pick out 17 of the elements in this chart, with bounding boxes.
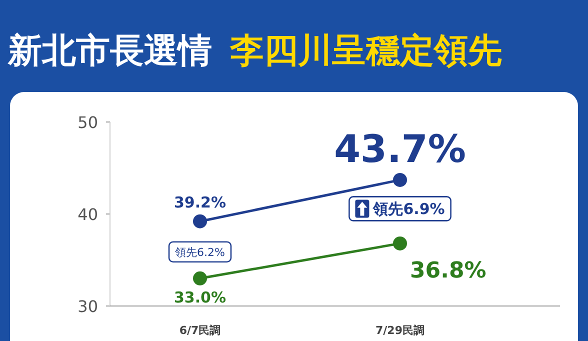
point: [393, 172, 407, 187]
x-tick-label: 6/7民調: [179, 324, 221, 337]
annotation: 領先6.9%: [372, 200, 445, 218]
annotation: 領先6.2%: [175, 246, 225, 259]
x-tick-label: 7/29民調: [376, 324, 424, 337]
y-tick-label: 30: [78, 297, 98, 316]
point: [393, 236, 407, 250]
data-label: 43.7%: [334, 126, 466, 171]
chart-title: 新北市長選情: [7, 31, 212, 71]
point: [193, 271, 207, 286]
data-label: 39.2%: [174, 193, 226, 212]
y-tick-label: 40: [78, 205, 98, 224]
data-label: 36.8%: [410, 258, 486, 284]
point: [193, 214, 207, 228]
chart-subtitle: 李四川呈穩定領先: [229, 31, 502, 71]
y-tick-label: 50: [78, 113, 98, 132]
data-label: 33.0%: [174, 288, 226, 306]
